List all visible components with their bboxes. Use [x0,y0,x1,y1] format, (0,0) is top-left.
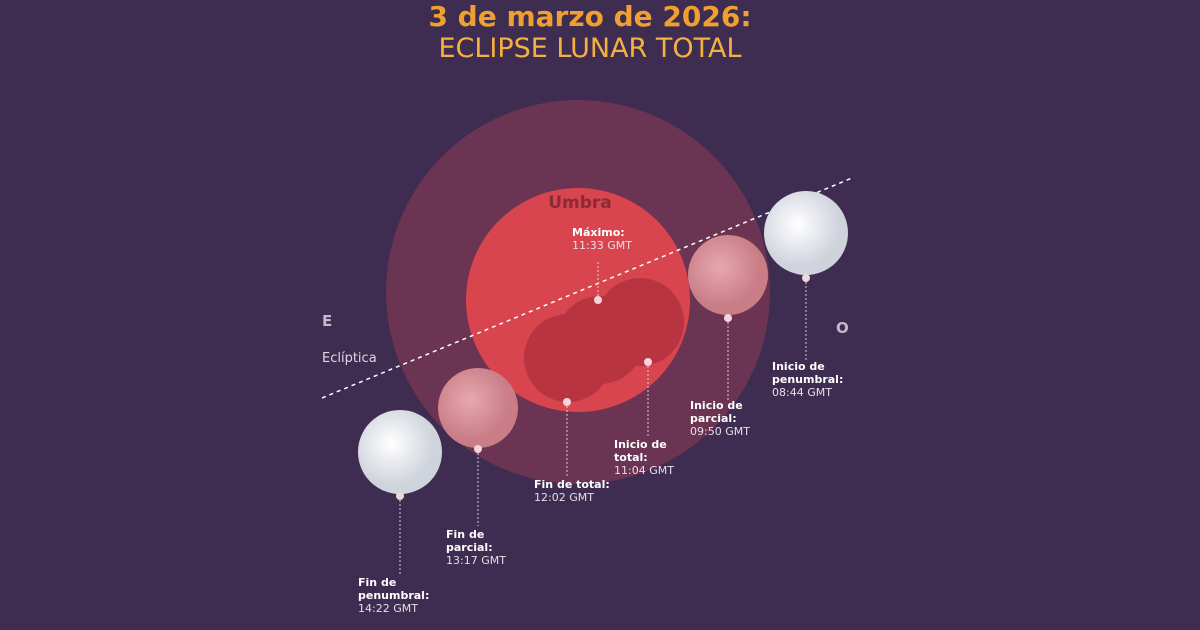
event-label: Fin de [446,528,484,541]
moon-white [764,191,848,275]
event-dot [724,314,732,322]
event-time: 09:50 GMT [690,425,750,438]
event-time: 11:33 GMT [572,239,632,252]
event-label: Inicio de [614,438,667,451]
umbra-label: Umbra [548,193,612,213]
event-time: 08:44 GMT [772,386,832,399]
event-dot [802,274,810,282]
event-time: 14:22 GMT [358,602,418,615]
moon-inicio-total [596,278,684,366]
moon-pink [438,368,518,448]
subtitle: ECLIPSE LUNAR TOTAL [438,33,741,64]
event-dot [594,296,602,304]
event-label: parcial: [690,412,737,425]
east-label: E [322,312,332,330]
ecliptic-label: Eclíptica [322,351,377,366]
event-dot [474,445,482,453]
event-label: Fin de [358,576,396,589]
event-label: penumbral: [772,373,843,386]
event-dot [644,358,652,366]
event-label: total: [614,451,648,464]
event-label: Inicio de [772,360,825,373]
event-label: penumbral: [358,589,429,602]
title: 3 de marzo de 2026: [428,0,751,33]
moon-pink [688,235,768,315]
west-label: O [836,319,849,337]
event-time: 13:17 GMT [446,554,506,567]
moon-white [358,410,442,494]
event-time: 12:02 GMT [534,491,594,504]
event-label: Inicio de [690,399,743,412]
event-dot [563,398,571,406]
event-time: 11:04 GMT [614,464,674,477]
event-label: Máximo: [572,226,625,239]
event-label: parcial: [446,541,493,554]
event-dot [396,492,404,500]
event-label: Fin de total: [534,478,610,491]
total-moons [524,278,684,402]
